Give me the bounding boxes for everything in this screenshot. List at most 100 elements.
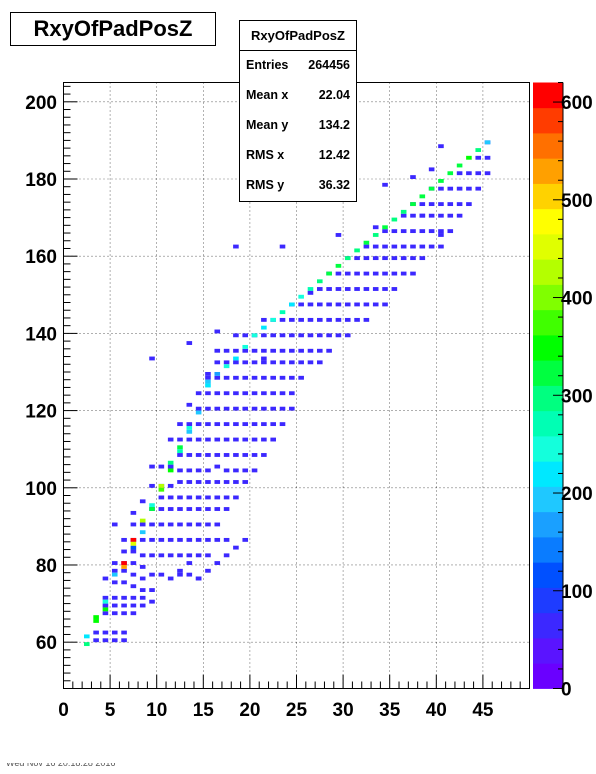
heatmap-cell (270, 317, 276, 322)
heatmap-cell (251, 453, 258, 457)
heatmap-cell (279, 244, 286, 249)
heatmap-cell (438, 229, 444, 234)
heatmap-cell (326, 271, 332, 276)
heatmap-cell (289, 333, 295, 338)
heatmap-cell (167, 495, 174, 500)
heatmap-cell (130, 541, 137, 546)
heatmap-cell (484, 171, 491, 176)
heatmap-cell (121, 580, 127, 585)
heatmap-cell (410, 202, 416, 207)
heatmap-cell (149, 537, 155, 542)
heatmap-cell (410, 175, 416, 179)
heatmap-cell (130, 603, 137, 608)
stats-row-entries: Entries 264456 (246, 58, 350, 78)
heatmap-cell (289, 391, 295, 396)
heatmap-cell (195, 406, 202, 411)
heatmap-cell (149, 572, 155, 577)
heatmap-cell (382, 229, 388, 234)
heatmap-cell (195, 553, 202, 558)
color-scale-swatch (533, 663, 563, 689)
heatmap-cell (242, 537, 249, 542)
heatmap-cell (195, 410, 202, 415)
heatmap-cell (335, 263, 342, 268)
heatmap-cell (195, 522, 202, 527)
heatmap-cell (177, 568, 183, 573)
color-scale-label: 600 (561, 93, 593, 114)
y-axis: 60 80 100 120 140 160 180 200 (25, 85, 78, 689)
stats-label: Mean y (246, 118, 289, 132)
heatmap-cell (214, 437, 221, 442)
heatmap-cell (242, 391, 249, 396)
heatmap-cell (121, 537, 127, 542)
heatmap-cell (456, 213, 463, 218)
color-scale-swatch (533, 259, 563, 285)
heatmap-cell (317, 333, 323, 338)
heatmap-cell (317, 279, 323, 284)
heatmap-cell (177, 437, 183, 442)
heatmap-cell (326, 348, 332, 353)
heatmap-cell (195, 537, 202, 542)
heatmap-cell (214, 495, 221, 500)
heatmap-cell (102, 576, 109, 581)
heatmap-cell (251, 437, 258, 442)
color-scale-swatch (533, 461, 563, 487)
heatmap-cell (223, 406, 230, 411)
heatmap-cell (251, 375, 258, 380)
heatmap-cell (205, 522, 211, 527)
heatmap-cell (335, 287, 342, 291)
heatmap-cell (484, 140, 491, 145)
heatmap-cell (186, 480, 193, 484)
heatmap-cell (251, 468, 258, 473)
heatmap-cell (111, 522, 118, 527)
heatmap-cell (289, 406, 295, 411)
heatmap-cell (223, 422, 230, 427)
heatmap-cell (111, 561, 118, 565)
heatmap-cell (447, 213, 454, 218)
heatmap-cell (261, 333, 267, 338)
heatmap-cell (214, 406, 221, 411)
heatmap-cell (447, 229, 454, 234)
heatmap-cell (177, 445, 183, 450)
heatmap-cell (84, 642, 90, 647)
heatmap-cell (279, 375, 286, 380)
heatmap-cell (279, 348, 286, 353)
heatmap-cell (186, 522, 193, 527)
heatmap-cell (102, 603, 109, 608)
heatmap-cell (344, 302, 351, 307)
x-axis: 0 5 10 15 20 25 30 35 40 45 (58, 674, 530, 721)
color-scale-swatch (533, 158, 563, 184)
heatmap-cell (419, 213, 426, 218)
heatmap-cell (167, 576, 174, 581)
heatmap-cell (139, 553, 146, 558)
heatmap-cell (344, 287, 351, 291)
heatmap-cell (186, 422, 193, 427)
heatmap-cell (279, 333, 286, 338)
heatmap-cell (139, 564, 146, 569)
heatmap-cell (149, 553, 155, 558)
color-scale-swatch (533, 335, 563, 361)
stats-row-mean-y: Mean y 134.2 (246, 118, 350, 138)
heatmap-cell (195, 437, 202, 442)
heatmap-cell (205, 537, 211, 542)
heatmap-cell (410, 256, 416, 261)
heatmap-cell (354, 302, 360, 307)
color-scale-swatch (533, 537, 563, 563)
heatmap-cell (205, 480, 211, 484)
heatmap-cell (410, 213, 416, 218)
heatmap-cell (298, 333, 304, 338)
heatmap-cell (354, 317, 360, 322)
color-scale-swatch (533, 638, 563, 664)
heatmap-cell (354, 248, 360, 253)
heatmap-cell (195, 480, 202, 484)
heatmap-cell (307, 290, 314, 295)
heatmap-cell (270, 437, 276, 442)
heatmap-cell (298, 348, 304, 353)
heatmap-cell (363, 244, 370, 249)
heatmap-cell (410, 229, 416, 234)
heatmap-cell (121, 561, 127, 565)
heatmap-cell (307, 348, 314, 353)
heatmap-cell (447, 202, 454, 207)
heatmap-cell (167, 522, 174, 527)
heatmap-cell (466, 202, 472, 207)
heatmap-cell (177, 453, 183, 457)
